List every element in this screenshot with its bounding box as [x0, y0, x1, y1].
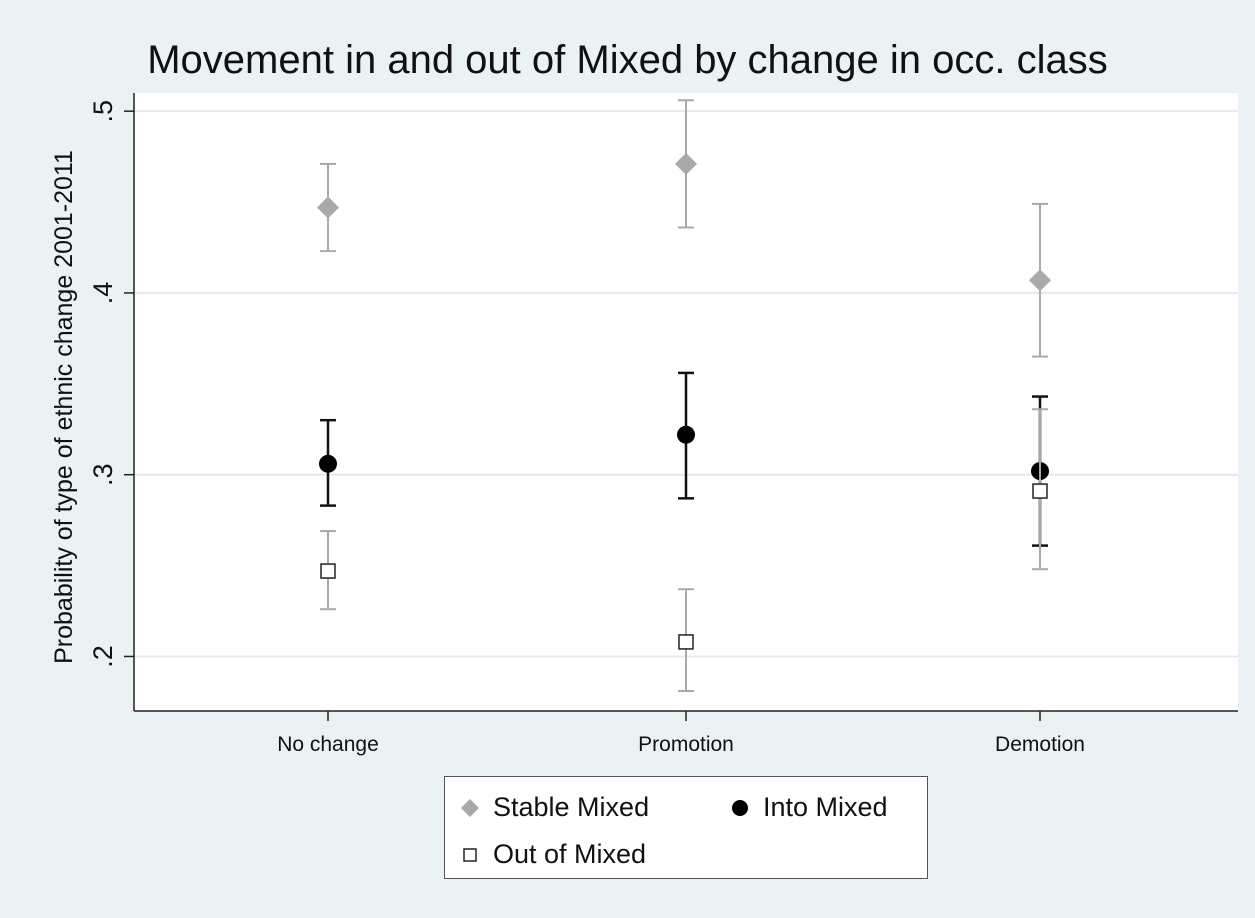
legend: Stable Mixed Into Mixed Out of Mixed	[444, 776, 928, 879]
legend-label: Stable Mixed	[493, 792, 650, 822]
data-point-into-mixed	[677, 425, 695, 444]
y-tick-label: .3	[88, 463, 118, 486]
x-tick-label: Promotion	[638, 733, 734, 756]
x-tick-label: No change	[277, 733, 379, 756]
data-point-stable-mixed	[1029, 269, 1051, 292]
y-axis-label: Probability of type of ethnic change 200…	[50, 150, 78, 664]
legend-item-stable-mixed: Stable Mixed	[457, 792, 649, 823]
filled-circle-icon	[727, 795, 753, 821]
chart-title: Movement in and out of Mixed by change i…	[147, 38, 1108, 82]
data-point-out-of-mixed	[320, 563, 336, 579]
data-point-stable-mixed	[317, 196, 339, 219]
legend-label: Into Mixed	[763, 792, 888, 822]
legend-item-out-of-mixed: Out of Mixed	[457, 839, 646, 870]
diamond-icon	[457, 795, 483, 821]
legend-item-into-mixed: Into Mixed	[727, 792, 888, 823]
data-point-out-of-mixed	[1032, 483, 1048, 499]
x-tick-label: Demotion	[995, 733, 1085, 756]
data-point-out-of-mixed	[678, 634, 694, 650]
y-tick-label: .2	[88, 645, 118, 668]
legend-label: Out of Mixed	[493, 839, 647, 869]
hollow-square-icon	[457, 842, 483, 868]
y-tick-label: .5	[88, 100, 118, 123]
y-tick-label: .4	[88, 282, 118, 305]
data-point-into-mixed	[319, 454, 337, 473]
data-point-stable-mixed	[675, 152, 697, 175]
